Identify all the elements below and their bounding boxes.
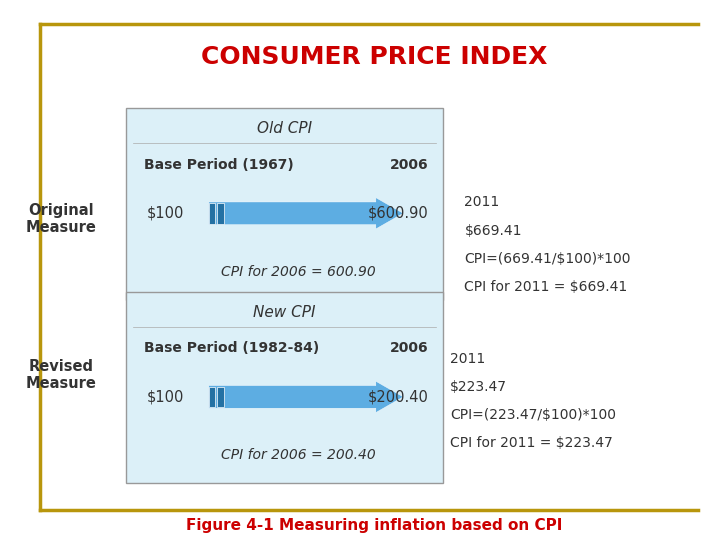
Text: $200.40: $200.40 bbox=[367, 389, 428, 404]
FancyArrow shape bbox=[209, 381, 403, 413]
Text: $223.47: $223.47 bbox=[450, 380, 507, 394]
Text: CPI for 2006 = 600.90: CPI for 2006 = 600.90 bbox=[222, 265, 376, 279]
FancyBboxPatch shape bbox=[126, 292, 443, 483]
Text: $100: $100 bbox=[147, 389, 184, 404]
Text: New CPI: New CPI bbox=[253, 305, 315, 320]
Text: CPI for 2011 = $223.47: CPI for 2011 = $223.47 bbox=[450, 436, 613, 450]
Text: CPI=(223.47/$100)*100: CPI=(223.47/$100)*100 bbox=[450, 408, 616, 422]
FancyArrow shape bbox=[209, 198, 403, 229]
Text: 2006: 2006 bbox=[390, 341, 428, 355]
Text: CPI for 2006 = 200.40: CPI for 2006 = 200.40 bbox=[222, 448, 376, 462]
Text: CONSUMER PRICE INDEX: CONSUMER PRICE INDEX bbox=[201, 45, 548, 69]
Text: Old CPI: Old CPI bbox=[257, 121, 312, 136]
FancyBboxPatch shape bbox=[126, 108, 443, 300]
Text: Base Period (1982-84): Base Period (1982-84) bbox=[144, 341, 319, 355]
Text: Figure 4-1 Measuring inflation based on CPI: Figure 4-1 Measuring inflation based on … bbox=[186, 518, 562, 533]
Bar bbox=[217, 387, 224, 407]
Text: $669.41: $669.41 bbox=[464, 224, 522, 238]
Text: 2011: 2011 bbox=[464, 195, 500, 210]
Text: $100: $100 bbox=[147, 206, 184, 221]
Bar bbox=[209, 387, 215, 407]
Text: CPI for 2011 = $669.41: CPI for 2011 = $669.41 bbox=[464, 280, 628, 294]
Text: CPI=(669.41/$100)*100: CPI=(669.41/$100)*100 bbox=[464, 252, 631, 266]
Text: Base Period (1967): Base Period (1967) bbox=[144, 158, 294, 172]
Bar bbox=[217, 203, 224, 224]
Bar bbox=[209, 203, 215, 224]
Text: 2006: 2006 bbox=[390, 158, 428, 172]
Text: Revised
Measure: Revised Measure bbox=[26, 359, 96, 392]
Text: 2011: 2011 bbox=[450, 352, 485, 366]
Text: $600.90: $600.90 bbox=[368, 206, 428, 221]
Text: Original
Measure: Original Measure bbox=[26, 202, 96, 235]
